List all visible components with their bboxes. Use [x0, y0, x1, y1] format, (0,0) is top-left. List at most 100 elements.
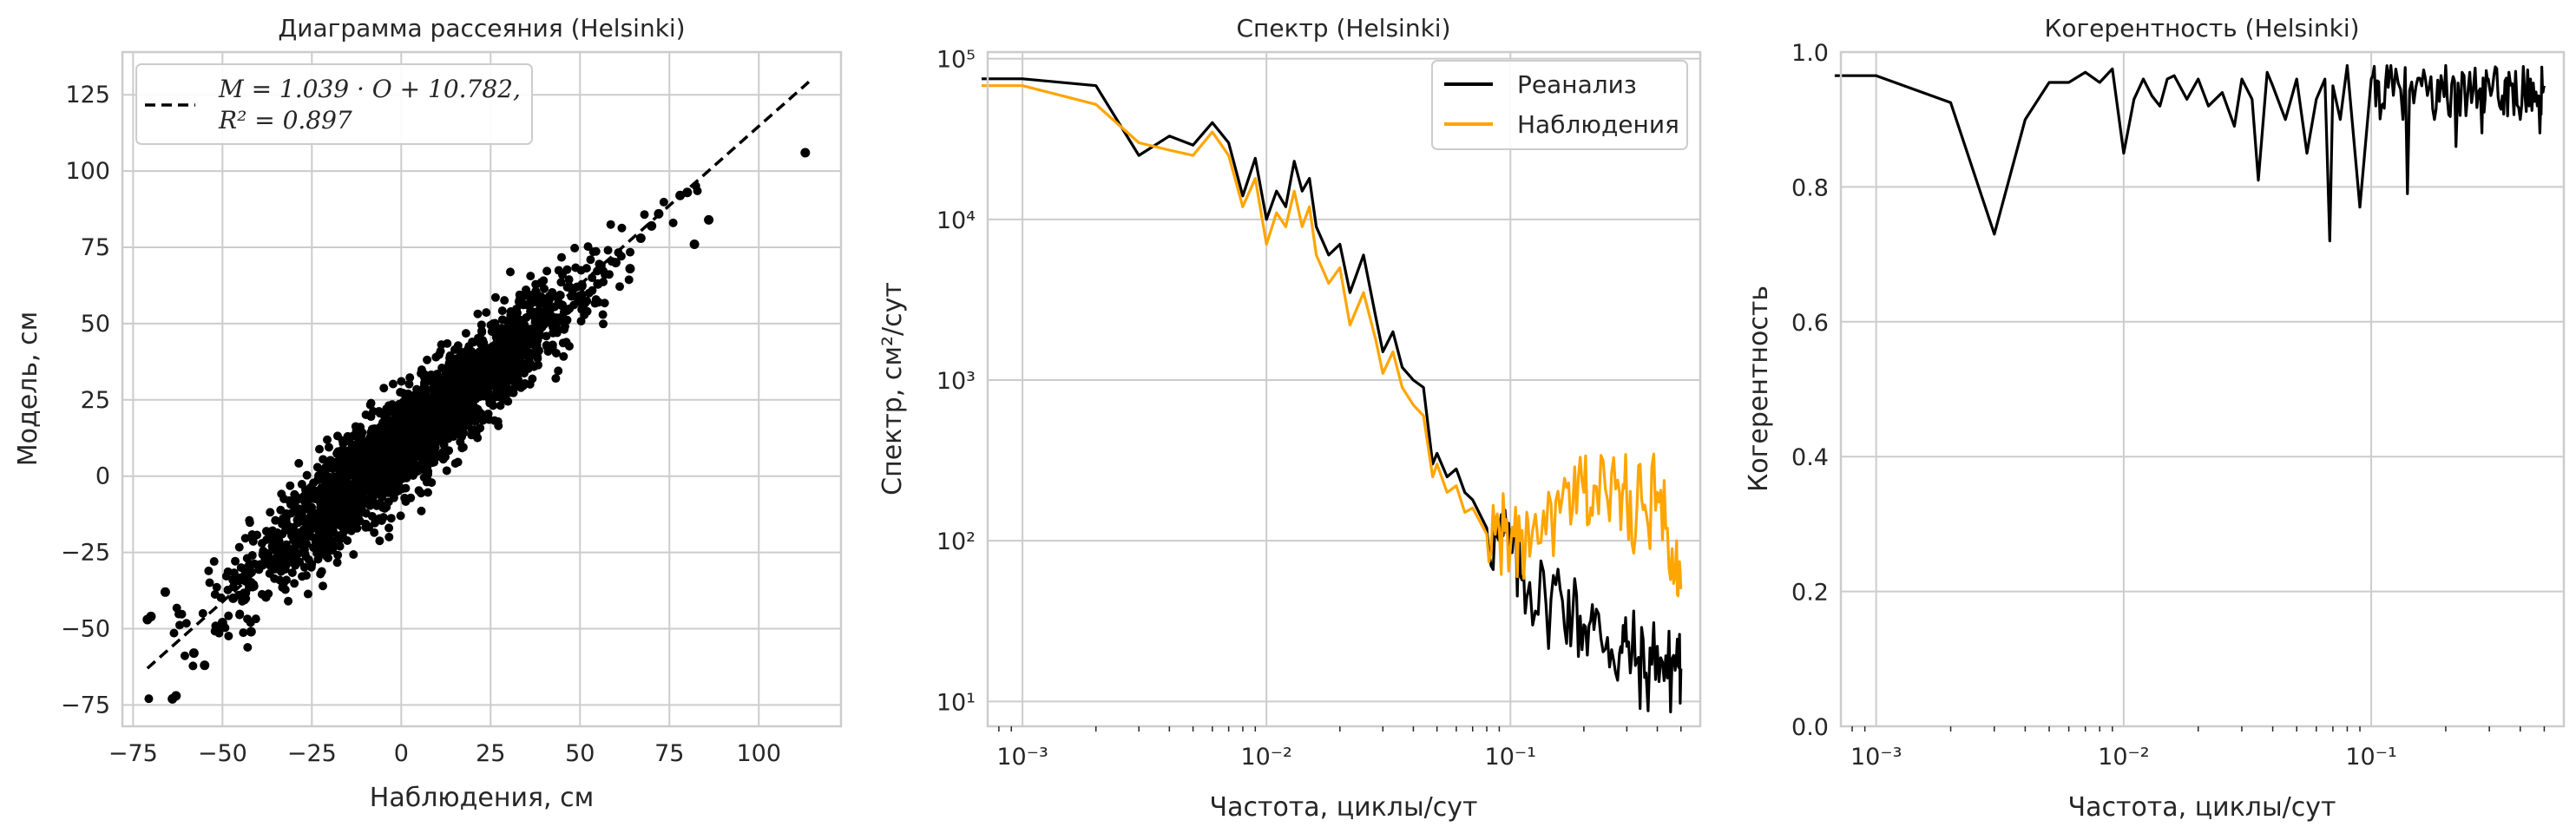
scatter-point: [564, 275, 574, 285]
scatter-point: [436, 418, 445, 428]
scatter-point: [327, 460, 337, 469]
scatter-point: [338, 452, 348, 462]
scatter-point: [188, 648, 199, 659]
scatter-point: [424, 467, 433, 476]
scatter-point: [497, 394, 507, 404]
scatter-point: [334, 480, 344, 489]
scatter-point: [492, 377, 502, 386]
scatter-point: [371, 486, 381, 495]
scatter-x-tick-label: −50: [198, 740, 247, 767]
coherence-frame: [1839, 50, 2566, 728]
scatter-point: [485, 352, 495, 362]
scatter-point: [388, 379, 398, 389]
scatter-point: [241, 594, 251, 603]
spectrum-x-tick-label: 10⁻²: [1240, 744, 1291, 771]
scatter-y-tick-label: 100: [65, 158, 110, 185]
scatter-point: [306, 532, 316, 541]
scatter-point: [459, 428, 469, 437]
scatter-point: [224, 631, 233, 640]
scatter-point: [398, 430, 407, 439]
scatter-point: [463, 345, 472, 355]
scatter-point: [560, 322, 569, 331]
scatter-point: [575, 291, 585, 301]
scatter-point: [591, 295, 601, 305]
scatter-point: [235, 609, 245, 619]
legend-reanalysis-label: Реанализ: [1517, 70, 1637, 99]
scatter-point: [533, 327, 542, 337]
scatter-point: [542, 266, 552, 276]
scatter-point: [510, 346, 521, 357]
scatter-point: [160, 587, 170, 597]
spectrum-frame: [986, 50, 1702, 728]
coherence-x-label: Частота, циклы/сут: [2068, 792, 2336, 823]
scatter-point: [423, 448, 432, 457]
scatter-point: [228, 593, 239, 603]
scatter-point: [551, 348, 561, 358]
scatter-point: [682, 187, 693, 198]
scatter-point: [422, 454, 431, 463]
scatter-point: [398, 446, 407, 456]
scatter-point: [505, 267, 515, 277]
scatter-point: [317, 525, 326, 535]
scatter-point: [444, 434, 453, 443]
scatter-point: [270, 574, 279, 583]
scatter-point: [556, 278, 566, 287]
scatter-point: [374, 407, 384, 417]
scatter-point: [282, 509, 292, 518]
scatter-point: [275, 554, 285, 563]
scatter-point: [181, 619, 191, 628]
scatter-point: [603, 246, 613, 255]
scatter-point: [542, 299, 551, 309]
scatter-point: [554, 325, 563, 334]
scatter-point: [570, 243, 580, 253]
scatter-point: [354, 507, 364, 516]
scatter-point: [264, 589, 273, 599]
scatter-point: [384, 523, 394, 533]
scatter-point: [604, 270, 614, 279]
spectrum-y-tick-label: 10⁴: [936, 207, 976, 234]
scatter-point: [430, 443, 440, 452]
scatter-point: [386, 514, 396, 523]
scatter-point: [383, 417, 392, 427]
scatter-point: [492, 344, 502, 353]
coherence-grid: [1841, 51, 2564, 727]
scatter-point: [496, 401, 505, 410]
scatter-point: [529, 362, 539, 371]
scatter-point: [444, 385, 453, 395]
spectrum-x-ticks: 10⁻³ 10⁻² 10⁻¹: [996, 726, 1682, 771]
scatter-point: [473, 309, 483, 318]
scatter-point: [259, 546, 268, 555]
scatter-point: [437, 390, 446, 400]
scatter-point: [501, 362, 510, 371]
scatter-point: [467, 368, 476, 377]
scatter-point: [549, 292, 558, 301]
spectrum-legend: Реанализ Наблюдения: [1431, 60, 1688, 150]
scatter-point: [209, 557, 219, 567]
spectrum-y-tick-label: 10¹: [936, 689, 976, 716]
scatter-point: [483, 389, 493, 398]
scatter-x-ticks: −75 −50 −25 0 25 50 75 100: [108, 740, 781, 767]
scatter-y-tick-label: 50: [81, 311, 110, 338]
scatter-point: [370, 528, 379, 537]
scatter-point: [210, 627, 220, 636]
scatter-point: [509, 331, 518, 341]
scatter-point: [459, 367, 469, 377]
coherence-y-ticks: 0.0 0.2 0.4 0.6 0.8 1.0: [1791, 40, 1829, 741]
scatter-y-tick-label: 0: [95, 463, 110, 490]
scatter-point: [405, 405, 415, 415]
scatter-point: [349, 550, 358, 560]
scatter-point: [448, 379, 457, 389]
spectrum-title: Спектр (Helsinki): [1237, 14, 1451, 43]
scatter-point: [576, 317, 586, 326]
scatter-point: [469, 338, 478, 347]
scatter-point: [281, 517, 291, 527]
scatter-point: [453, 353, 463, 363]
scatter-point: [302, 470, 312, 480]
scatter-title: Диаграмма рассеяния (Helsinki): [278, 14, 685, 43]
spectrum-grid: [988, 52, 1700, 726]
scatter-point: [278, 529, 287, 539]
scatter-y-tick-label: −25: [61, 540, 110, 567]
scatter-x-tick-label: 100: [736, 740, 781, 767]
scatter-point: [277, 489, 286, 499]
scatter-point: [172, 603, 181, 613]
